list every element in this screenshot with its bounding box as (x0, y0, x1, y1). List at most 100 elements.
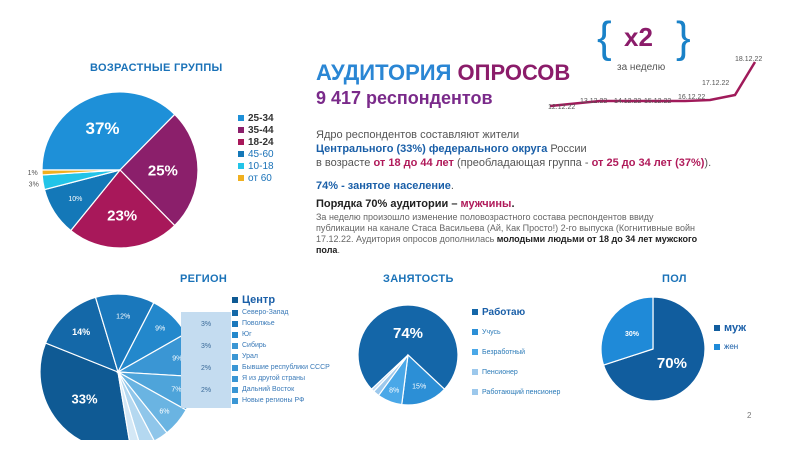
age-label-1: 25% (148, 162, 178, 179)
age-legend-item: 25-34 (238, 112, 274, 124)
region-label-0: 33% (72, 391, 98, 406)
respondents-count: 9 417 респондентов (316, 88, 493, 108)
growth-date-label: 18.12.22 (735, 56, 763, 63)
region-small-value: 2% (200, 365, 212, 372)
employment-label-0: 74% (393, 325, 423, 342)
employment-legend-item: Безработный (472, 346, 560, 358)
growth-line (549, 61, 757, 108)
employment-pie-chart: 74% 15% 8% (357, 304, 459, 406)
employment-legend-label: Работающий пенсионер (482, 388, 561, 396)
age-legend-label: 45-60 (248, 148, 274, 160)
region-small-value: 3% (200, 343, 212, 350)
region-legend-item: Центр (232, 293, 330, 307)
desc-age-mid: (преобладающая группа - (453, 157, 592, 169)
legend-swatch (238, 139, 244, 145)
desc-line-3: в возрасте от 18 до 44 лет (преобладающа… (316, 156, 786, 170)
region-slice-8 (117, 371, 155, 440)
employment-chart-title: ЗАНЯТОСТЬ (383, 273, 454, 285)
employed-text: 74% - занятое население (316, 180, 451, 192)
legend-swatch (232, 364, 238, 371)
region-label-5: 7% (171, 387, 181, 394)
region-legend-label: Урал (242, 353, 259, 360)
desc-age-highlight-2: от 25 до 34 лет (37%) (591, 157, 705, 169)
note-line-1: За неделю произошло изменение половозрас… (316, 212, 654, 222)
region-legend-label: Северо-Запад (242, 309, 289, 316)
desc-line-2: Центрального (33%) федерального округа Р… (316, 142, 786, 156)
region-chart-title: РЕГИОН (180, 273, 228, 285)
growth-date-label: 13.12.22 (580, 98, 608, 105)
men-highlight: мужчины (460, 198, 512, 210)
legend-swatch (232, 309, 238, 316)
region-slice-7 (117, 371, 168, 440)
growth-multiplier: x2 (624, 22, 653, 52)
age-label-2: 23% (107, 207, 137, 224)
employment-legend-item: Работающий пенсионер (472, 386, 560, 398)
page-title: АУДИТОРИЯ ОПРОСОВ (316, 60, 570, 86)
region-legend-label: Сибирь (242, 342, 267, 349)
brace-left: { (597, 13, 612, 62)
growth-date-label: 15.12.22 (644, 98, 672, 105)
region-pie-chart: 33% 14% 12% 9% 9% 7% 6% (39, 293, 197, 440)
age-legend-label: 25-34 (248, 112, 274, 124)
desc-country: России (547, 143, 587, 155)
region-legend: Центр Северо-Запад Поволжье Юг Сибирь Урал Быв… (232, 293, 330, 406)
employment-legend: Работаю Учусь Безработный Пенсионер Работающ… (472, 306, 560, 406)
legend-swatch (472, 369, 478, 375)
legend-swatch (232, 342, 238, 349)
region-small-value: 2% (200, 387, 212, 394)
growth-date-label: 12.12.22 (548, 104, 576, 111)
legend-swatch (238, 127, 244, 133)
growth-date-label: 17.12.22 (702, 80, 730, 87)
region-legend-label: Центр (242, 294, 276, 306)
gender-label-0: 70% (657, 355, 687, 372)
desc-region-highlight: Центрального (33%) федерального округа (316, 143, 548, 155)
region-legend-label: Бывшие республики СССР (242, 364, 330, 371)
age-chart-title: ВОЗРАСТНЫЕ ГРУППЫ (90, 62, 223, 74)
legend-swatch (238, 151, 244, 157)
gender-pie-chart: 70% 30% (600, 296, 706, 402)
men-dot: . (511, 198, 515, 210)
legend-swatch (238, 115, 244, 121)
gender-slice-0 (602, 296, 706, 402)
region-legend-item: Урал (232, 351, 330, 362)
region-label-6: 6% (159, 409, 169, 416)
age-pie-chart: 37% 25% 23% 10% 3% 1% (28, 91, 199, 248)
region-slice-9 (117, 371, 140, 440)
age-legend-item: 10-18 (238, 160, 274, 172)
note-line-3: 17.12.22. Аудитория опросов дополнилась … (316, 234, 786, 245)
region-legend-item: Дальний Восток (232, 384, 330, 395)
note-line-4-bold: пола (316, 245, 338, 255)
age-legend-item: 18-24 (238, 136, 274, 148)
legend-swatch (232, 297, 238, 303)
region-legend-item: Бывшие республики СССР (232, 362, 330, 373)
note-line-4-dot: . (337, 245, 340, 255)
employment-legend-item: Учусь (472, 326, 560, 338)
age-legend-item: от 60 (238, 172, 274, 184)
growth-period: за неделю (617, 62, 666, 73)
men-prefix: Порядка 70% аудитории – (316, 198, 461, 210)
age-slice-2 (69, 169, 176, 248)
employment-label-2: 8% (389, 387, 399, 394)
employed-dot: . (450, 180, 454, 192)
legend-swatch (232, 375, 238, 382)
legend-swatch (238, 163, 244, 169)
gender-legend-label: муж (724, 322, 747, 334)
brace-right: } (676, 13, 691, 62)
desc-line-1: Ядро респондентов составляют жители (316, 129, 520, 141)
note-line-3-prefix: 17.12.22. Аудитория опросов дополнилась (316, 234, 497, 244)
age-slice-0 (41, 91, 176, 171)
region-legend-item: Сибирь (232, 340, 330, 351)
growth-date-label: 16.12.22 (678, 94, 706, 101)
region-legend-item: Юг (232, 329, 330, 340)
growth-date-label: 14.12.22 (614, 98, 642, 105)
region-legend-label: Я из другой страны (242, 375, 305, 382)
region-slice-1 (44, 296, 119, 374)
region-label-2: 12% (116, 314, 130, 321)
legend-swatch (714, 343, 720, 350)
gender-legend-label: жен (724, 342, 739, 351)
legend-swatch (232, 397, 238, 404)
desc-age-end: ). (704, 157, 712, 169)
age-label-3: 10% (68, 196, 82, 203)
region-legend-item: Поволжье (232, 318, 330, 329)
region-small-value: 3% (200, 321, 212, 328)
